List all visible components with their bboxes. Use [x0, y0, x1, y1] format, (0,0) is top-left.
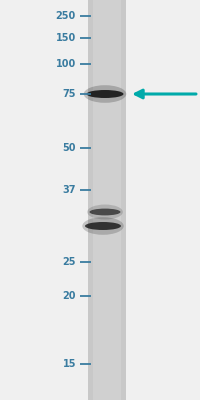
Ellipse shape — [82, 217, 124, 235]
Ellipse shape — [86, 90, 124, 98]
Text: 37: 37 — [62, 185, 76, 195]
Ellipse shape — [90, 209, 120, 215]
Text: 75: 75 — [62, 89, 76, 99]
Ellipse shape — [87, 204, 123, 220]
Ellipse shape — [85, 222, 121, 230]
Ellipse shape — [84, 85, 126, 103]
Bar — [88, 0, 126, 400]
Text: 150: 150 — [56, 33, 76, 43]
Text: 20: 20 — [62, 291, 76, 301]
Text: 25: 25 — [62, 257, 76, 267]
Bar — [93, 0, 121, 400]
Text: 50: 50 — [62, 143, 76, 153]
Text: 100: 100 — [56, 59, 76, 69]
Text: 15: 15 — [62, 359, 76, 369]
Text: 250: 250 — [56, 11, 76, 21]
